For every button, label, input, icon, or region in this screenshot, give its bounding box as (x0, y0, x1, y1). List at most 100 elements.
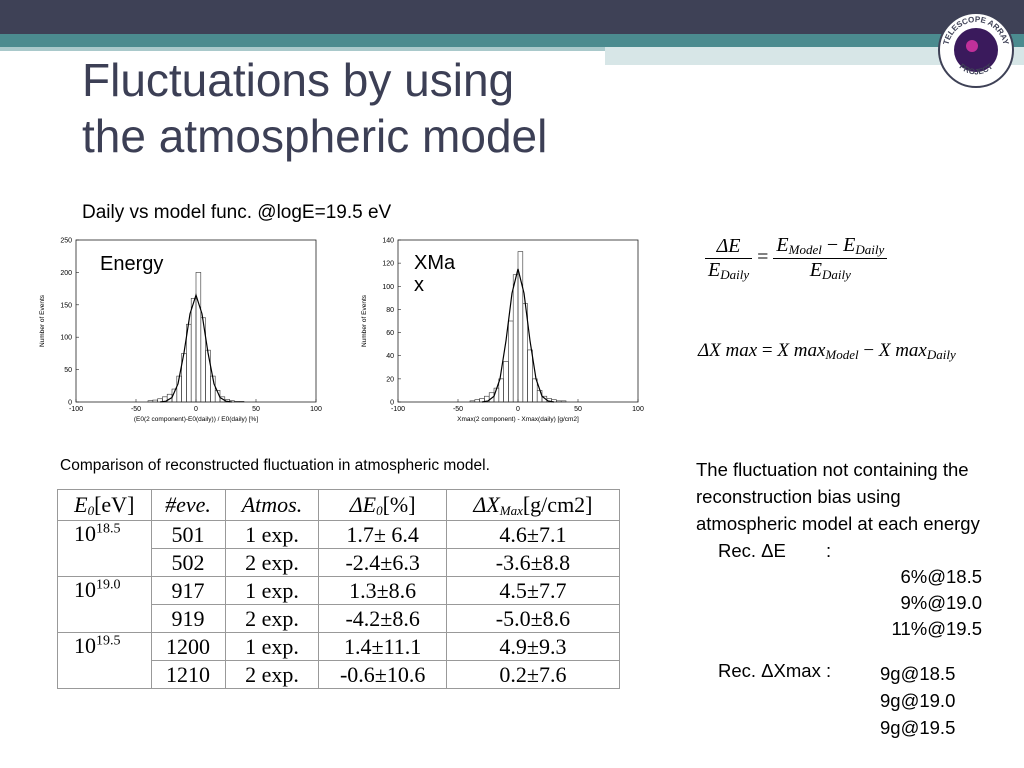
header-main: ΔX (473, 491, 500, 517)
notes: The fluctuation not containing the recon… (696, 456, 1006, 564)
header-main: Atmos. (241, 492, 303, 517)
teal-band (0, 34, 1024, 47)
x-tick-label: 50 (574, 406, 582, 413)
note-text: Rec. ΔXmax : (718, 660, 832, 681)
histogram-bar (190, 298, 197, 403)
x-tick-label: 100 (632, 406, 644, 413)
y-tick-label: 200 (60, 270, 72, 277)
table-cell: -5.0±8.6 (445, 604, 621, 633)
math: ΔE (716, 234, 741, 257)
y-tick-label: 0 (390, 400, 394, 407)
energy-base: 10 (74, 577, 96, 602)
formula-xmax: ΔX max = X maxModel − X maxDaily (698, 340, 956, 363)
chart-label: XMax (414, 252, 456, 296)
logo-bottom: PROJECT (958, 62, 995, 77)
y-tick-label: 0 (68, 400, 72, 407)
header-cell: Atmos. (224, 489, 320, 521)
y-tick-label: 140 (382, 238, 394, 245)
energy-exp: 19.0 (96, 577, 121, 593)
y-tick-label: 100 (60, 335, 72, 342)
table-cell: -2.4±6.3 (318, 548, 447, 577)
table-cell: 1 exp. (224, 632, 320, 661)
table-cell: 2 exp. (224, 660, 320, 689)
table-row: 1018.5 501 1 exp. 1.7± 6.4 4.6±7.1 (57, 520, 621, 577)
y-axis-label: Number of Events (361, 294, 368, 347)
table-cell: 2 exp. (224, 548, 320, 577)
math: Daily (855, 242, 885, 257)
math: E (843, 234, 856, 256)
table-cell: 919 (150, 604, 226, 633)
histogram: -100 -50 0 50 100 0 50 100 150 200 250 (E0(2 compon… (39, 238, 322, 424)
table-cell: 1.7± 6.4 (318, 520, 447, 549)
y-tick-label: 250 (60, 238, 72, 245)
table-cell: -0.6±10.6 (318, 660, 447, 689)
header-rest: [eV] (94, 491, 135, 517)
header-cell: #eve. (150, 489, 226, 521)
table-cell: -4.2±8.6 (318, 604, 447, 633)
histogram: -100 -50 0 50 100 0 20 40 60 80 100 120 140 Xmax(2 co… (361, 238, 644, 424)
histogram-bar (195, 272, 202, 403)
note-value: 11%@19.5 (891, 618, 982, 639)
stripe (0, 47, 605, 51)
header-rest: [g/cm2] (522, 491, 593, 517)
title: Fluctuations by using the atmospheric mod… (82, 52, 547, 164)
note-text: Rec. ΔE (718, 540, 786, 561)
note-value: 9g@18.5 (880, 663, 956, 684)
energy-exp: 18.5 (96, 521, 121, 537)
histogram-bar (152, 399, 158, 403)
header-main: #eve. (165, 492, 211, 517)
header-rest: [%] (382, 491, 416, 517)
energy-base: 10 (74, 633, 96, 658)
note-value: 6%@18.5 (900, 566, 982, 587)
math: E (776, 234, 789, 256)
header-sub: 0 (87, 502, 95, 518)
x-axis-label: Xmax(2 component) - Xmax(daily) [g/cm2] (457, 416, 579, 423)
logo: TELESCOPE ARRAY PROJECT (938, 12, 1014, 88)
histogram-bar (527, 349, 533, 403)
energy-cell: 1018.5 (57, 520, 152, 577)
table-cell: 1 exp. (224, 576, 320, 605)
table-cell: 501 (150, 520, 226, 549)
y-tick-label: 150 (60, 302, 72, 309)
xmax-values: 9g@18.5 9g@19.0 9g@19.5 (880, 660, 955, 741)
table-cell: 1210 (150, 660, 226, 689)
note-text: : (826, 540, 832, 561)
subtitle: Daily vs model func. @logE=19.5 eV (82, 202, 392, 223)
header-cell: E0[eV] (57, 489, 152, 521)
x-tick-label: 0 (516, 406, 520, 413)
histogram-bar (238, 401, 245, 403)
y-tick-label: 80 (386, 307, 394, 314)
math: ΔX max (698, 340, 758, 361)
fit-curve (159, 293, 233, 403)
y-tick-label: 100 (382, 284, 394, 291)
y-tick-label: 40 (386, 353, 394, 360)
y-tick-label: 20 (386, 376, 394, 383)
math: Model (825, 347, 859, 362)
header-sub: Max (499, 502, 523, 518)
math: = (757, 246, 769, 269)
header-main: ΔE (349, 491, 377, 517)
header-sub: 0 (376, 502, 383, 518)
table-cell: 1 exp. (224, 520, 320, 549)
note-value: 9%@19.0 (900, 592, 982, 613)
table: E0[eV] #eve. Atmos. ΔE0[%] ΔXMax[g/cm2] 1018.… (57, 489, 621, 689)
math: − (826, 234, 839, 256)
header-cell: ΔXMax[g/cm2] (445, 489, 621, 521)
math: − (863, 340, 875, 361)
histogram-bar (469, 400, 476, 403)
logo-text: PROJECT (958, 62, 995, 77)
energy-cell: 1019.0 (57, 576, 152, 633)
x-tick-label: -50 (131, 406, 141, 413)
title-line: Fluctuations by using (82, 54, 515, 106)
table-cell: -3.6±8.8 (445, 548, 621, 577)
x-tick-label: -100 (69, 406, 83, 413)
x-axis-label: (E0(2 component)-E0(daily)) / E0(daily) … (134, 416, 258, 423)
table-cell: 502 (150, 548, 226, 577)
note-value: 9g@19.0 (880, 690, 956, 711)
histogram-bar (536, 390, 543, 403)
table-cell: 1.4±11.1 (318, 632, 447, 661)
x-tick-label: 50 (252, 406, 260, 413)
math: E (809, 259, 822, 281)
histogram-bar (508, 320, 514, 403)
